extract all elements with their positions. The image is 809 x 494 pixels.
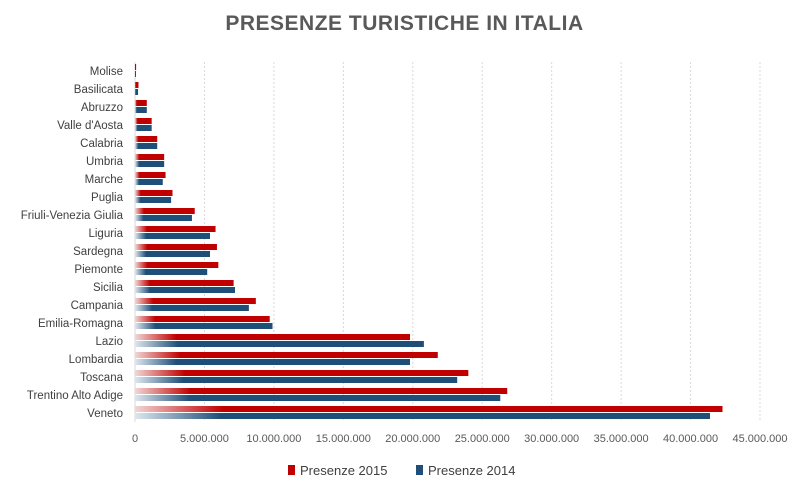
chart-title: PRESENZE TURISTICHE IN ITALIA	[225, 12, 584, 35]
bar-presenze-2014	[135, 107, 147, 113]
x-tick-label: 45.000.000	[732, 433, 787, 445]
bar-presenze-2014	[135, 251, 210, 257]
bar-presenze-2015	[135, 298, 256, 304]
bar-presenze-2014	[135, 89, 139, 95]
bar-presenze-2015	[135, 136, 158, 142]
bar-presenze-2015	[135, 316, 270, 322]
x-tick-label: 5.000.000	[180, 433, 229, 445]
x-tick-label: 10.000.000	[246, 433, 301, 445]
bar-presenze-2014	[135, 359, 410, 365]
y-category-label: Toscana	[80, 372, 123, 384]
bar-presenze-2015	[135, 64, 137, 70]
x-tick-label: 30.000.000	[524, 433, 579, 445]
y-category-label: Marche	[85, 174, 123, 186]
x-tick-label: 0	[132, 433, 138, 445]
y-category-label: Campania	[71, 300, 124, 312]
bar-presenze-2014	[135, 71, 136, 77]
legend-swatch	[288, 465, 295, 475]
bar-presenze-2014	[135, 413, 710, 419]
y-category-label: Lazio	[96, 336, 124, 348]
y-category-label: Molise	[90, 66, 123, 78]
x-tick-label: 25.000.000	[455, 433, 510, 445]
bar-presenze-2015	[135, 334, 410, 340]
bar-presenze-2015	[135, 262, 219, 268]
bar-presenze-2014	[135, 377, 458, 383]
y-category-label: Liguria	[88, 228, 123, 240]
bar-presenze-2015	[135, 388, 508, 394]
bar-presenze-2014	[135, 125, 152, 131]
x-tick-label: 20.000.000	[385, 433, 440, 445]
bar-presenze-2014	[135, 305, 249, 311]
x-tick-label: 35.000.000	[594, 433, 649, 445]
bar-presenze-2014	[135, 161, 165, 167]
bar-presenze-2015	[135, 100, 147, 106]
y-category-label: Sardegna	[73, 246, 123, 258]
bar-presenze-2015	[135, 82, 139, 88]
bar-presenze-2015	[135, 190, 173, 196]
y-category-label: Basilicata	[74, 84, 124, 96]
x-tick-label: 15.000.000	[316, 433, 371, 445]
legend-swatch	[416, 465, 423, 475]
bar-presenze-2015	[135, 154, 165, 160]
bar-presenze-2014	[135, 287, 235, 293]
bar-presenze-2015	[135, 406, 723, 412]
bar-presenze-2015	[135, 208, 195, 214]
bar-presenze-2014	[135, 323, 273, 329]
y-category-label: Piemonte	[74, 264, 123, 276]
bar-presenze-2014	[135, 179, 163, 185]
y-category-label: Veneto	[87, 408, 123, 420]
x-tick-label: 40.000.000	[663, 433, 718, 445]
bar-presenze-2015	[135, 370, 469, 376]
bar-presenze-2014	[135, 269, 208, 275]
bar-presenze-2014	[135, 233, 210, 239]
y-category-label: Abruzzo	[81, 102, 123, 114]
y-category-label: Lombardia	[69, 354, 124, 366]
bar-presenze-2014	[135, 197, 172, 203]
y-category-label: Trentino Alto Adige	[27, 390, 123, 402]
y-category-label: Valle d'Aosta	[57, 120, 124, 132]
bar-presenze-2014	[135, 143, 158, 149]
y-category-label: Calabria	[80, 138, 123, 150]
bar-presenze-2015	[135, 280, 234, 286]
y-category-label: Friuli-Venezia Giulia	[21, 210, 124, 222]
bar-presenze-2014	[135, 395, 501, 401]
bar-presenze-2014	[135, 215, 192, 221]
y-category-label: Umbria	[86, 156, 124, 168]
bar-presenze-2015	[135, 118, 152, 124]
y-category-label: Sicilia	[93, 282, 124, 294]
bar-presenze-2015	[135, 172, 166, 178]
y-category-label: Emilia-Romagna	[38, 318, 124, 330]
bar-presenze-2015	[135, 226, 216, 232]
legend-label: Presenze 2015	[300, 463, 387, 478]
bar-presenze-2015	[135, 244, 217, 250]
y-category-label: Puglia	[91, 192, 124, 204]
bar-presenze-2015	[135, 352, 438, 358]
legend-label: Presenze 2014	[428, 463, 515, 478]
bar-presenze-2014	[135, 341, 424, 347]
